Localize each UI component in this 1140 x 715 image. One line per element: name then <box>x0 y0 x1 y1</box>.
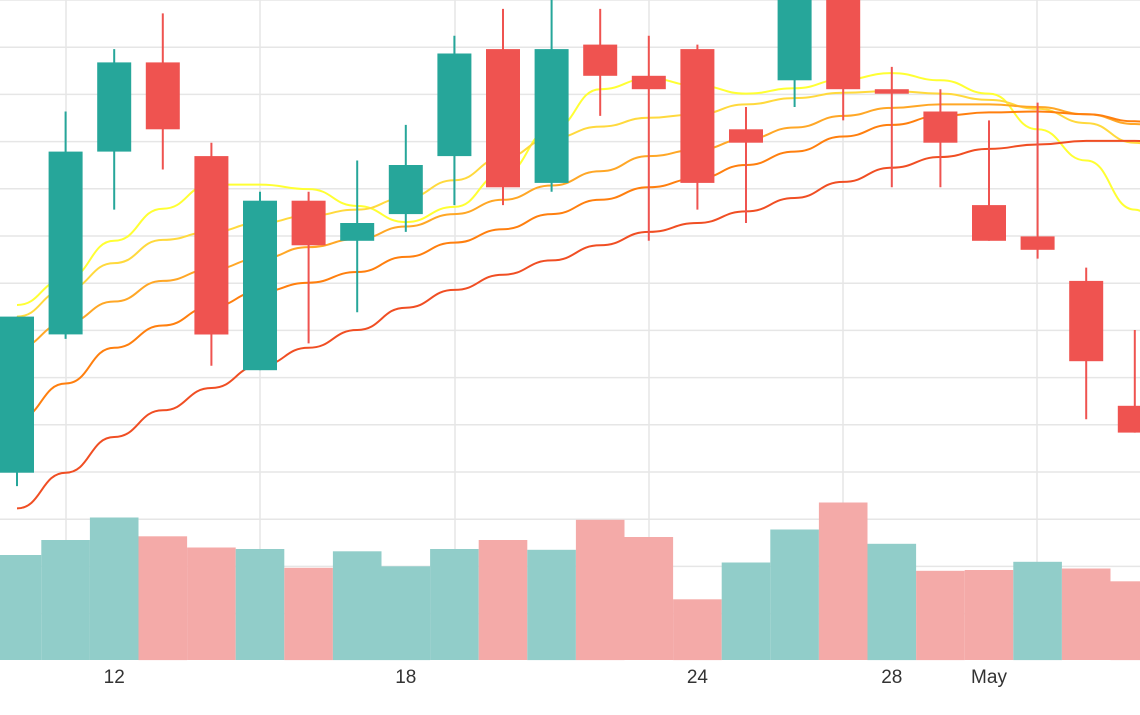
volume-bar <box>479 540 528 660</box>
x-tick-label: May <box>971 667 1007 688</box>
volume-bar <box>868 544 917 660</box>
candle-body <box>923 112 957 143</box>
candle-body <box>486 49 520 187</box>
candle-body <box>1118 406 1140 433</box>
candle-body <box>680 49 714 183</box>
volume-bar <box>1062 569 1111 661</box>
candle-body <box>826 0 860 89</box>
candle-body <box>49 152 83 335</box>
candle-body <box>875 89 909 94</box>
volume-bar <box>916 571 965 660</box>
volume-bar <box>527 550 576 660</box>
candle-body <box>194 156 228 334</box>
candle-body <box>729 129 763 142</box>
volume-bar <box>333 551 382 660</box>
candle-body <box>292 201 326 246</box>
volume-bar <box>139 536 188 660</box>
candle-body <box>389 165 423 214</box>
candle-body <box>778 0 812 80</box>
volume-bar <box>1111 581 1140 660</box>
volume-bar <box>430 549 479 660</box>
volume-bar <box>284 568 333 660</box>
volume-bar <box>819 503 868 661</box>
x-tick-label: 12 <box>104 667 125 688</box>
volume-bar <box>770 530 819 661</box>
volume-bar <box>625 537 674 660</box>
candle-body <box>583 45 617 76</box>
candle-body <box>632 76 666 89</box>
candle-body <box>97 62 131 151</box>
candle-up <box>0 317 34 487</box>
candle-up <box>243 192 277 370</box>
candle-body <box>972 205 1006 241</box>
volume-bar <box>187 548 236 661</box>
candle-body <box>146 62 180 129</box>
x-tick-label: 18 <box>395 667 416 688</box>
volume-bar <box>382 566 431 660</box>
candle-body <box>535 49 569 183</box>
volume-bar <box>673 599 722 660</box>
candle-body <box>1021 236 1055 249</box>
volume-bar <box>965 570 1014 660</box>
candle-body <box>340 223 374 241</box>
x-tick-label: 28 <box>881 667 902 688</box>
candle-body <box>1069 281 1103 361</box>
volume-bar <box>90 518 139 661</box>
volume-bar <box>1013 562 1062 660</box>
candle-body <box>243 201 277 371</box>
volume-bar <box>576 520 625 660</box>
candle-body <box>437 54 471 157</box>
volume-bar <box>236 549 285 660</box>
x-tick-label: 24 <box>687 667 709 688</box>
volume-bar <box>722 563 771 661</box>
candle-down <box>194 143 228 366</box>
volume-bar <box>41 540 90 660</box>
volume-bar <box>0 555 41 660</box>
candle-body <box>0 317 34 473</box>
